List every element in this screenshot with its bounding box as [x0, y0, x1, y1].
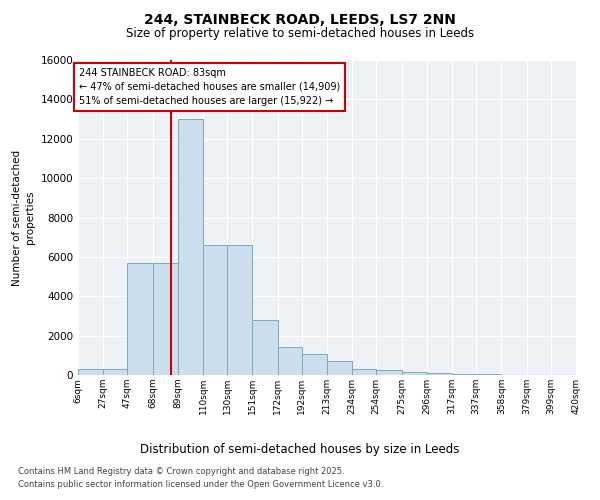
Bar: [253, 320, 278, 375]
Bar: [78, 369, 103, 375]
Bar: [327, 361, 352, 375]
Bar: [352, 369, 376, 375]
Text: Distribution of semi-detached houses by size in Leeds: Distribution of semi-detached houses by …: [140, 442, 460, 456]
Bar: [302, 354, 327, 375]
Bar: [203, 245, 227, 375]
Bar: [178, 119, 203, 375]
Bar: [376, 370, 401, 375]
Bar: [152, 263, 178, 375]
Bar: [427, 373, 452, 375]
Bar: [401, 372, 427, 375]
Bar: [452, 374, 476, 375]
Text: Contains HM Land Registry data © Crown copyright and database right 2025.
Contai: Contains HM Land Registry data © Crown c…: [18, 468, 383, 489]
Bar: [278, 348, 302, 375]
Y-axis label: Number of semi-detached
properties: Number of semi-detached properties: [11, 150, 35, 286]
Bar: [127, 263, 152, 375]
Text: Size of property relative to semi-detached houses in Leeds: Size of property relative to semi-detach…: [126, 28, 474, 40]
Text: 244 STAINBECK ROAD: 83sqm
← 47% of semi-detached houses are smaller (14,909)
51%: 244 STAINBECK ROAD: 83sqm ← 47% of semi-…: [79, 68, 340, 106]
Bar: [227, 245, 253, 375]
Text: 244, STAINBECK ROAD, LEEDS, LS7 2NN: 244, STAINBECK ROAD, LEEDS, LS7 2NN: [144, 12, 456, 26]
Bar: [103, 369, 127, 375]
Bar: [476, 374, 502, 375]
